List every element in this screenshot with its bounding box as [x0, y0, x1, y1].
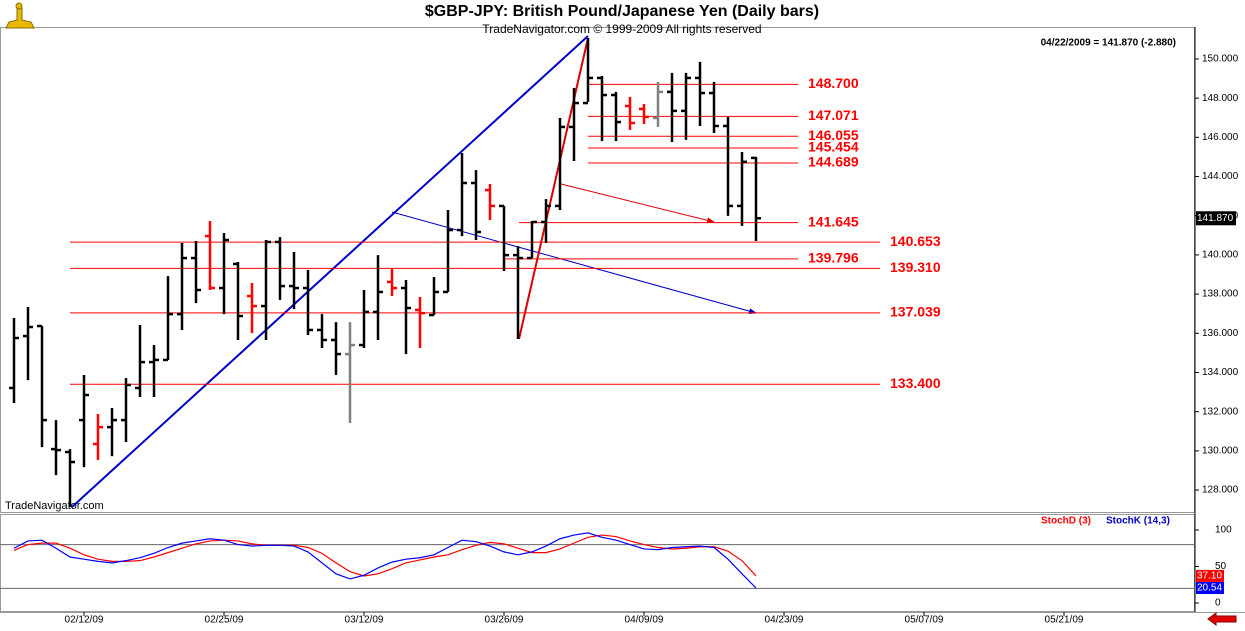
y-tick-label: 130.000 — [1202, 446, 1239, 457]
y-tick-label: 138.000 — [1202, 289, 1239, 300]
y-tick-label: 50 — [1215, 561, 1227, 572]
x-tick-label: 04/09/09 — [625, 615, 664, 626]
last-value-box — [1196, 582, 1224, 595]
y-tick-label: 136.000 — [1202, 328, 1239, 339]
last-price-box — [1196, 211, 1236, 226]
x-tick-label: 04/23/09 — [765, 615, 804, 626]
level-label: 146.055 — [808, 127, 859, 143]
level-label: 145.454 — [808, 139, 859, 155]
y-tick-label: 100 — [1215, 525, 1232, 536]
legend-entry: StochD (3) — [1041, 516, 1091, 527]
y-tick-label: 0 — [1215, 598, 1221, 609]
logo — [5, 2, 35, 29]
y-tick-label: 148.000 — [1202, 93, 1239, 104]
last-value-box — [1196, 569, 1224, 582]
level-label: 139.796 — [808, 250, 859, 266]
x-tick-label: 02/12/09 — [65, 615, 104, 626]
trendline-arrow — [560, 183, 715, 224]
y-tick-label: 150.000 — [1202, 54, 1239, 65]
level-label: 147.071 — [808, 107, 859, 123]
level-label: 137.039 — [890, 304, 941, 320]
level-label: 141.645 — [808, 213, 859, 229]
y-tick-label: 128.000 — [1202, 485, 1239, 496]
y-tick-label: 132.000 — [1202, 406, 1239, 417]
y-tick-label: 144.000 — [1202, 171, 1239, 182]
last-value-label: 37.10 — [1197, 571, 1222, 582]
chart-subtitle: TradeNavigator.com © 1999-2009 All right… — [482, 22, 761, 36]
y-tick-label: 146.000 — [1202, 132, 1239, 143]
x-tick-label: 03/12/09 — [345, 615, 384, 626]
legend-entry: StochK (14,3) — [1106, 516, 1170, 527]
x-tick-label: 05/07/09 — [905, 615, 944, 626]
last-price-label: 141.870 — [1197, 213, 1234, 224]
watermark: TradeNavigator.com — [5, 500, 104, 512]
stoch-line — [13, 534, 757, 577]
level-label: 133.400 — [890, 375, 941, 391]
trendline — [518, 37, 589, 340]
x-tick-label: 03/26/09 — [485, 615, 524, 626]
last-value-label: 20.54 — [1197, 583, 1222, 594]
header-quote: 04/22/2009 = 141.870 (-2.880) — [1041, 38, 1176, 49]
scroll-arrow[interactable] — [1207, 612, 1237, 626]
level-label: 140.653 — [890, 233, 941, 249]
level-label: 148.700 — [808, 75, 859, 91]
x-tick-label: 05/21/09 — [1045, 615, 1084, 626]
y-tick-label: 140.000 — [1202, 250, 1239, 261]
level-label: 144.689 — [808, 154, 859, 170]
y-tick-label: 134.000 — [1202, 367, 1239, 378]
x-tick-label: 02/25/09 — [205, 615, 244, 626]
trendline — [71, 35, 589, 508]
stoch-line — [13, 532, 757, 589]
chart-title: $GBP-JPY: British Pound/Japanese Yen (Da… — [425, 3, 819, 20]
level-label: 139.310 — [890, 259, 941, 275]
